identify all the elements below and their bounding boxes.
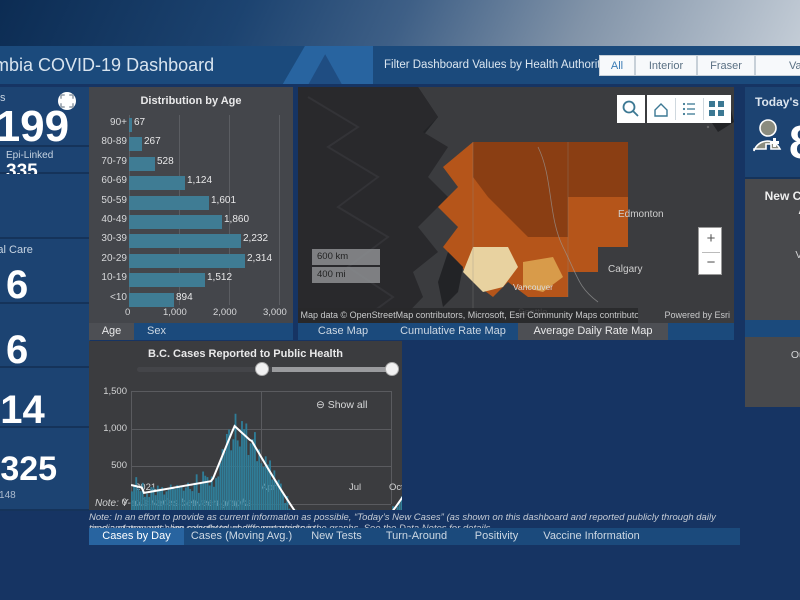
svg-text:Edmonton: Edmonton — [618, 209, 664, 220]
svg-text:Vancouver: Vancouver — [513, 282, 553, 292]
svg-text:Calgary: Calgary — [608, 264, 642, 275]
